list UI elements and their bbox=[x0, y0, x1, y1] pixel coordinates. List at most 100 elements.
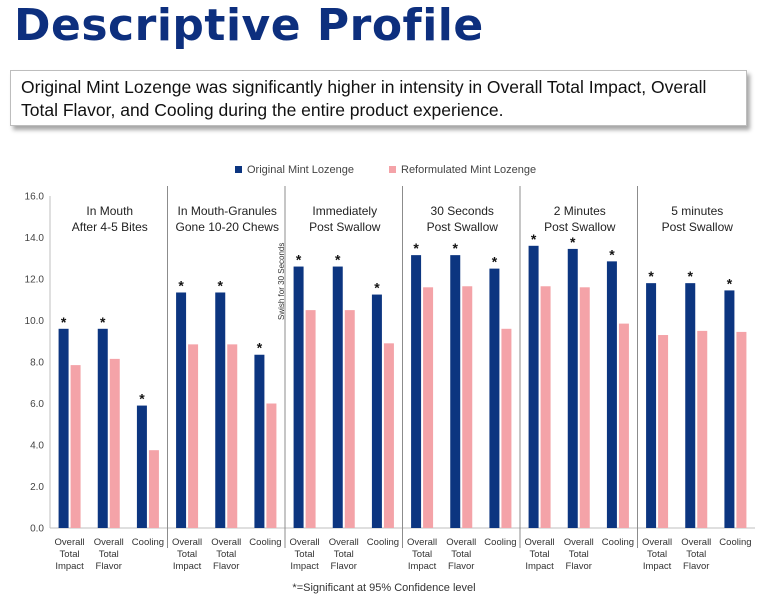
bar-reformulated bbox=[579, 287, 590, 528]
bar-original bbox=[567, 248, 578, 528]
category-label: Overall bbox=[211, 537, 241, 548]
category-label: Flavor bbox=[213, 561, 239, 572]
bar-original bbox=[606, 261, 617, 528]
bar-reformulated bbox=[501, 328, 512, 528]
bar-reformulated bbox=[188, 344, 199, 528]
category-label: Impact bbox=[173, 561, 202, 572]
group-heading: Post Swallow bbox=[309, 220, 381, 234]
bar-reformulated bbox=[344, 310, 355, 528]
category-label: Flavor bbox=[683, 561, 709, 572]
y-tick-label: 16.0 bbox=[25, 192, 45, 203]
y-tick-label: 12.0 bbox=[25, 275, 45, 286]
bar-reformulated bbox=[736, 331, 747, 528]
category-label: Flavor bbox=[566, 561, 592, 572]
y-tick-label: 2.0 bbox=[30, 482, 44, 493]
bar-reformulated bbox=[109, 358, 120, 528]
category-label: Flavor bbox=[448, 561, 474, 572]
category-label: Overall bbox=[55, 537, 85, 548]
bar-reformulated bbox=[305, 310, 316, 528]
category-label: Cooling bbox=[249, 537, 281, 548]
group-heading: Post Swallow bbox=[662, 220, 734, 234]
category-label: Overall bbox=[407, 537, 437, 548]
significance-marker: * bbox=[570, 234, 576, 250]
group-heading: 5 minutes bbox=[671, 204, 723, 218]
y-tick-label: 0.0 bbox=[30, 524, 44, 535]
significance-marker: * bbox=[296, 252, 302, 268]
group-heading: Immediately bbox=[312, 204, 377, 218]
bar-original bbox=[411, 255, 422, 528]
bar-original bbox=[215, 292, 226, 528]
group-heading: 2 Minutes bbox=[554, 204, 606, 218]
bar-original bbox=[489, 268, 500, 528]
significance-marker: * bbox=[531, 231, 537, 247]
bar-reformulated bbox=[227, 344, 238, 528]
legend-label-original: Original Mint Lozenge bbox=[247, 164, 354, 176]
category-label: Total bbox=[451, 549, 471, 560]
y-tick-label: 4.0 bbox=[30, 441, 44, 452]
significance-marker: * bbox=[100, 314, 106, 330]
category-label: Flavor bbox=[331, 561, 357, 572]
group-heading: In Mouth bbox=[86, 204, 133, 218]
group-heading: After 4-5 Bites bbox=[72, 220, 148, 234]
group-heading: 30 Seconds bbox=[431, 204, 494, 218]
bar-original bbox=[176, 292, 187, 528]
category-label: Impact bbox=[408, 561, 437, 572]
group-heading: Post Swallow bbox=[544, 220, 616, 234]
category-label: Overall bbox=[564, 537, 594, 548]
significance-marker: * bbox=[374, 280, 380, 296]
y-tick-label: 6.0 bbox=[30, 399, 44, 410]
category-label: Total bbox=[295, 549, 315, 560]
bar-reformulated bbox=[383, 343, 394, 528]
bar-reformulated bbox=[423, 287, 434, 528]
significance-marker: * bbox=[257, 340, 263, 356]
category-label: Total bbox=[334, 549, 354, 560]
bar-reformulated bbox=[148, 450, 159, 528]
category-label: Total bbox=[412, 549, 432, 560]
legend-swatch-original bbox=[235, 166, 242, 173]
category-label: Cooling bbox=[719, 537, 751, 548]
significance-marker: * bbox=[453, 240, 459, 256]
significance-marker: * bbox=[648, 268, 654, 284]
category-label: Impact bbox=[643, 561, 672, 572]
bar-original bbox=[332, 266, 343, 528]
significance-marker: * bbox=[609, 246, 615, 262]
category-label: Cooling bbox=[367, 537, 399, 548]
category-label: Total bbox=[647, 549, 667, 560]
rotated-note: Swish for 30 Seconds bbox=[277, 243, 286, 320]
group-heading: In Mouth-Granules bbox=[178, 204, 277, 218]
bar-original bbox=[450, 255, 461, 528]
y-tick-label: 14.0 bbox=[25, 233, 45, 244]
bar-original bbox=[136, 405, 147, 528]
bar-original bbox=[528, 245, 539, 529]
category-label: Overall bbox=[329, 537, 359, 548]
category-label: Total bbox=[216, 549, 236, 560]
category-label: Impact bbox=[55, 561, 84, 572]
significance-marker: * bbox=[492, 254, 498, 270]
category-label: Impact bbox=[290, 561, 319, 572]
bar-original bbox=[293, 266, 304, 528]
group-heading: Gone 10-20 Chews bbox=[176, 220, 279, 234]
significance-marker: * bbox=[413, 240, 419, 256]
category-label: Cooling bbox=[602, 537, 634, 548]
category-label: Total bbox=[60, 549, 80, 560]
category-label: Total bbox=[99, 549, 119, 560]
significance-marker: * bbox=[218, 277, 224, 293]
page-title: Descriptive Profile bbox=[14, 0, 484, 51]
legend-swatch-reformulated bbox=[389, 166, 396, 173]
summary-box: Original Mint Lozenge was significantly … bbox=[10, 70, 747, 126]
group-heading: Post Swallow bbox=[427, 220, 499, 234]
category-label: Flavor bbox=[96, 561, 122, 572]
legend-label-reformulated: Reformulated Mint Lozenge bbox=[401, 164, 536, 176]
significance-marker: * bbox=[688, 268, 694, 284]
category-label: Overall bbox=[446, 537, 476, 548]
category-label: Overall bbox=[642, 537, 672, 548]
category-label: Overall bbox=[172, 537, 202, 548]
bar-original bbox=[371, 294, 382, 528]
category-label: Total bbox=[569, 549, 589, 560]
significance-marker: * bbox=[335, 252, 341, 268]
category-label: Overall bbox=[525, 537, 555, 548]
bar-reformulated bbox=[697, 330, 708, 528]
significance-marker: * bbox=[178, 277, 184, 293]
category-label: Cooling bbox=[484, 537, 516, 548]
